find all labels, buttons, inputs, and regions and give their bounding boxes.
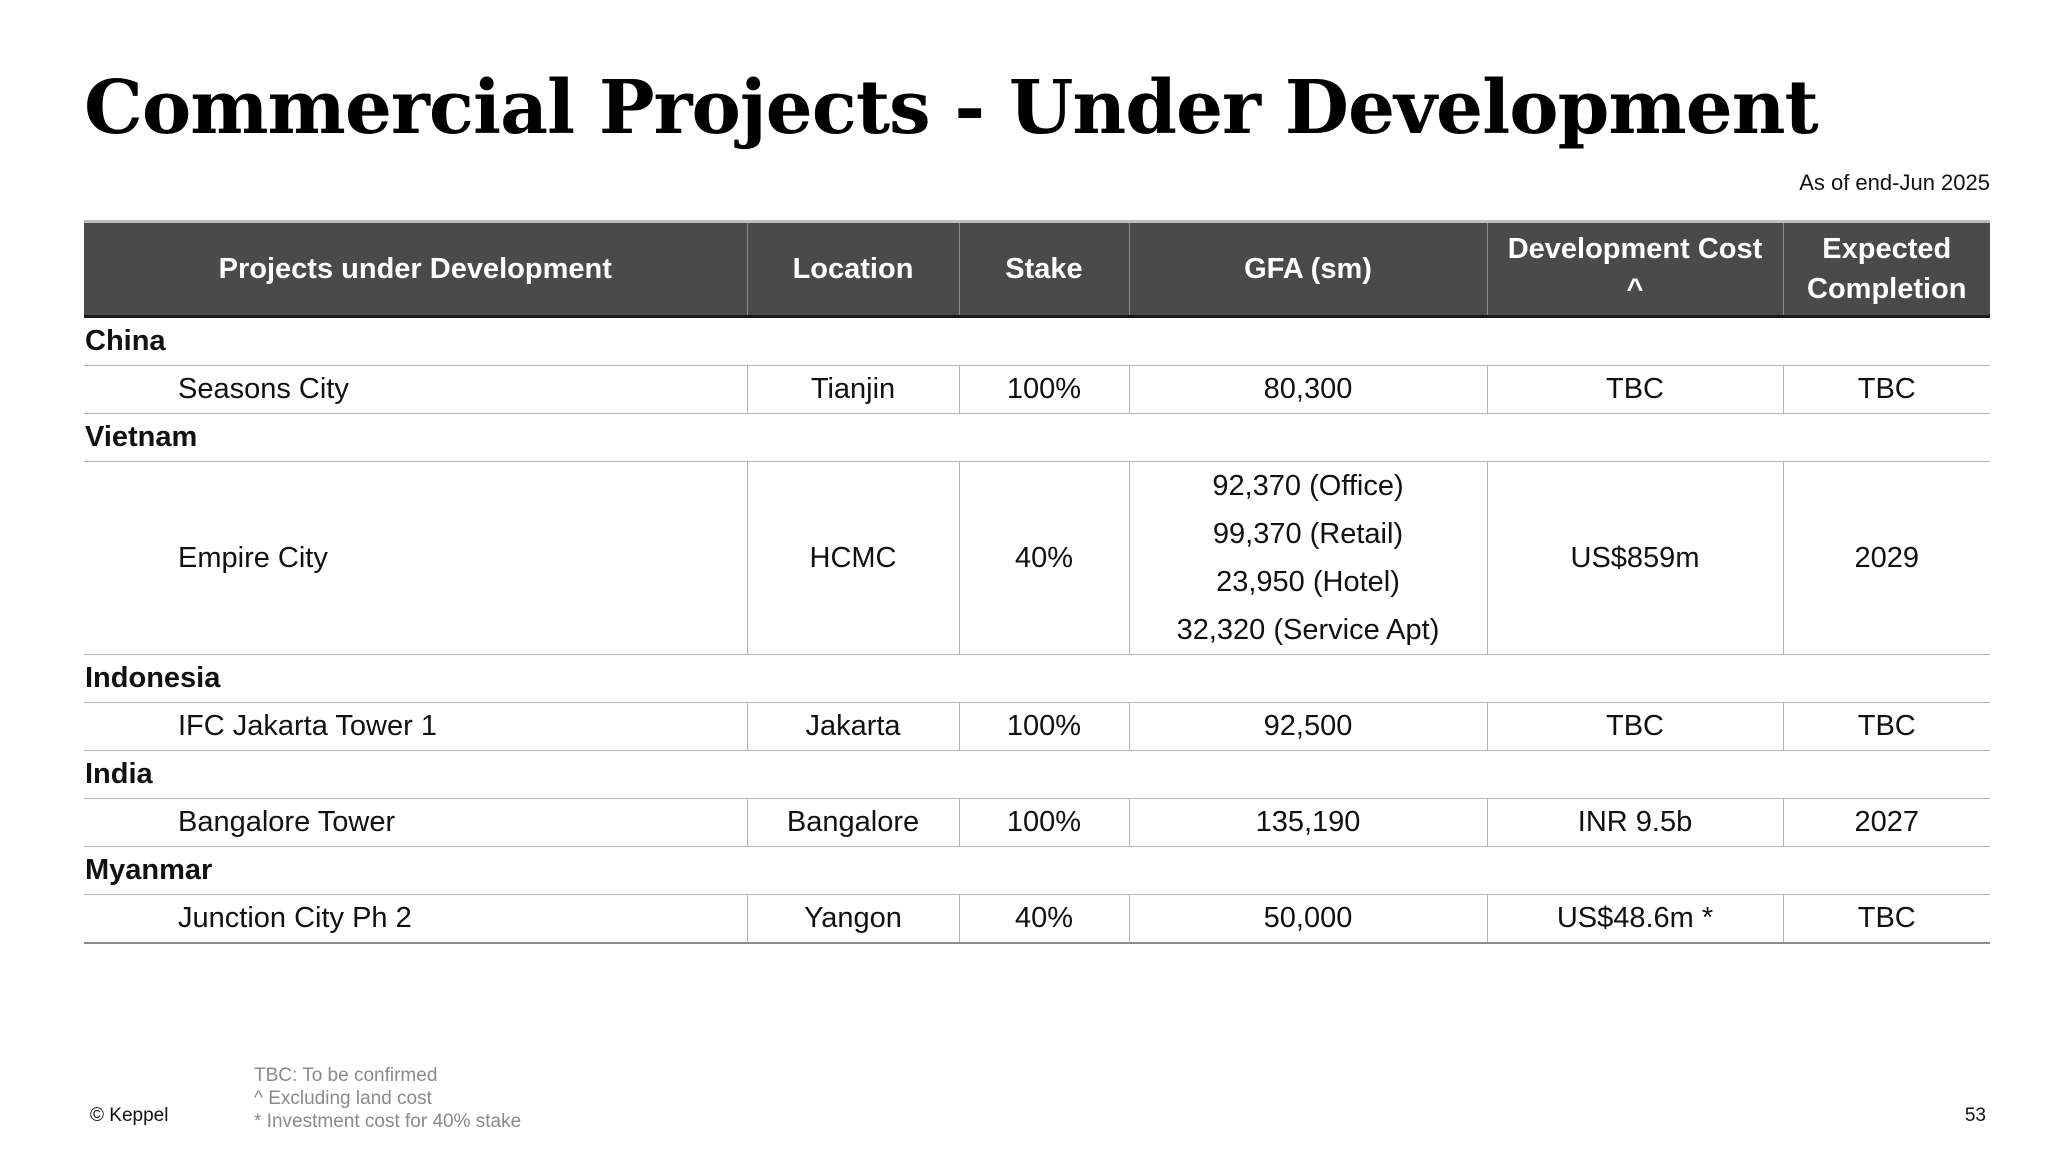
project-location: HCMC [746, 461, 959, 655]
country-row-vietnam: Vietnam [84, 413, 1990, 462]
project-completion: TBC [1782, 365, 1990, 414]
project-location: Bangalore [746, 798, 959, 847]
country-label: Vietnam [84, 413, 1990, 462]
country-row-india: India [84, 750, 1990, 799]
footnotes: TBC: To be confirmed ^ Excluding land co… [254, 1064, 521, 1133]
header-project: Projects under Development [84, 220, 747, 318]
country-label: Indonesia [84, 654, 1990, 703]
project-location: Jakarta [746, 702, 959, 751]
header-gfa: GFA (sm) [1128, 220, 1487, 318]
gfa-office: 92,370 (Office) [1212, 470, 1404, 502]
page-title: Commercial Projects - Under Development [84, 65, 1819, 151]
projects-table: Projects under Development Location Stak… [84, 220, 1990, 944]
table-row: Seasons City Tianjin 100% 80,300 TBC TBC [84, 365, 1990, 414]
project-gfa: 92,370 (Office) 99,370 (Retail) 23,950 (… [1128, 461, 1487, 655]
project-stake: 100% [958, 798, 1129, 847]
page-number: 53 [1964, 1105, 1986, 1126]
project-location: Yangon [746, 894, 959, 944]
project-gfa: 80,300 [1128, 365, 1487, 414]
project-gfa: 92,500 [1128, 702, 1487, 751]
country-row-china: China [84, 316, 1990, 366]
project-name: IFC Jakarta Tower 1 [84, 702, 747, 751]
project-name: Empire City [84, 461, 747, 655]
project-completion: 2029 [1782, 461, 1990, 655]
gfa-retail: 99,370 (Retail) [1212, 518, 1404, 550]
country-label: China [84, 316, 1990, 366]
footnote-land-cost: ^ Excluding land cost [254, 1088, 432, 1109]
as-of-date: As of end-Jun 2025 [1799, 170, 1990, 195]
project-name: Bangalore Tower [84, 798, 747, 847]
table-row: Empire City HCMC 40% 92,370 (Office) 99,… [84, 461, 1990, 655]
project-cost: TBC [1486, 365, 1783, 414]
gfa-hotel: 23,950 (Hotel) [1216, 566, 1400, 598]
country-row-myanmar: Myanmar [84, 846, 1990, 895]
header-location: Location [746, 220, 959, 318]
project-gfa: 135,190 [1128, 798, 1487, 847]
country-row-indonesia: Indonesia [84, 654, 1990, 703]
project-gfa: 50,000 [1128, 894, 1487, 944]
project-completion: TBC [1782, 702, 1990, 751]
project-cost: TBC [1486, 702, 1783, 751]
header-expected-completion: Expected Completion [1782, 220, 1990, 318]
header-stake: Stake [958, 220, 1129, 318]
project-stake: 100% [958, 702, 1129, 751]
header-development-cost: Development Cost ^ [1486, 220, 1783, 318]
table-header-row: Projects under Development Location Stak… [84, 220, 1990, 318]
project-completion: TBC [1782, 894, 1990, 944]
footnote-investment-cost: * Investment cost for 40% stake [254, 1111, 522, 1132]
project-location: Tianjin [746, 365, 959, 414]
project-name: Seasons City [84, 365, 747, 414]
project-stake: 100% [958, 365, 1129, 414]
project-cost: US$48.6m * [1486, 894, 1783, 944]
footnote-tbc: TBC: To be confirmed [254, 1065, 438, 1086]
country-label: India [84, 750, 1990, 799]
project-stake: 40% [958, 461, 1129, 655]
gfa-service-apt: 32,320 (Service Apt) [1176, 614, 1440, 646]
project-cost: US$859m [1486, 461, 1783, 655]
country-label: Myanmar [84, 846, 1990, 895]
table-row: Junction City Ph 2 Yangon 40% 50,000 US$… [84, 894, 1990, 944]
table-row: Bangalore Tower Bangalore 100% 135,190 I… [84, 798, 1990, 847]
table-row: IFC Jakarta Tower 1 Jakarta 100% 92,500 … [84, 702, 1990, 751]
copyright: © Keppel [90, 1105, 169, 1126]
project-name: Junction City Ph 2 [84, 894, 747, 944]
project-completion: 2027 [1782, 798, 1990, 847]
project-cost: INR 9.5b [1486, 798, 1783, 847]
project-stake: 40% [958, 894, 1129, 944]
